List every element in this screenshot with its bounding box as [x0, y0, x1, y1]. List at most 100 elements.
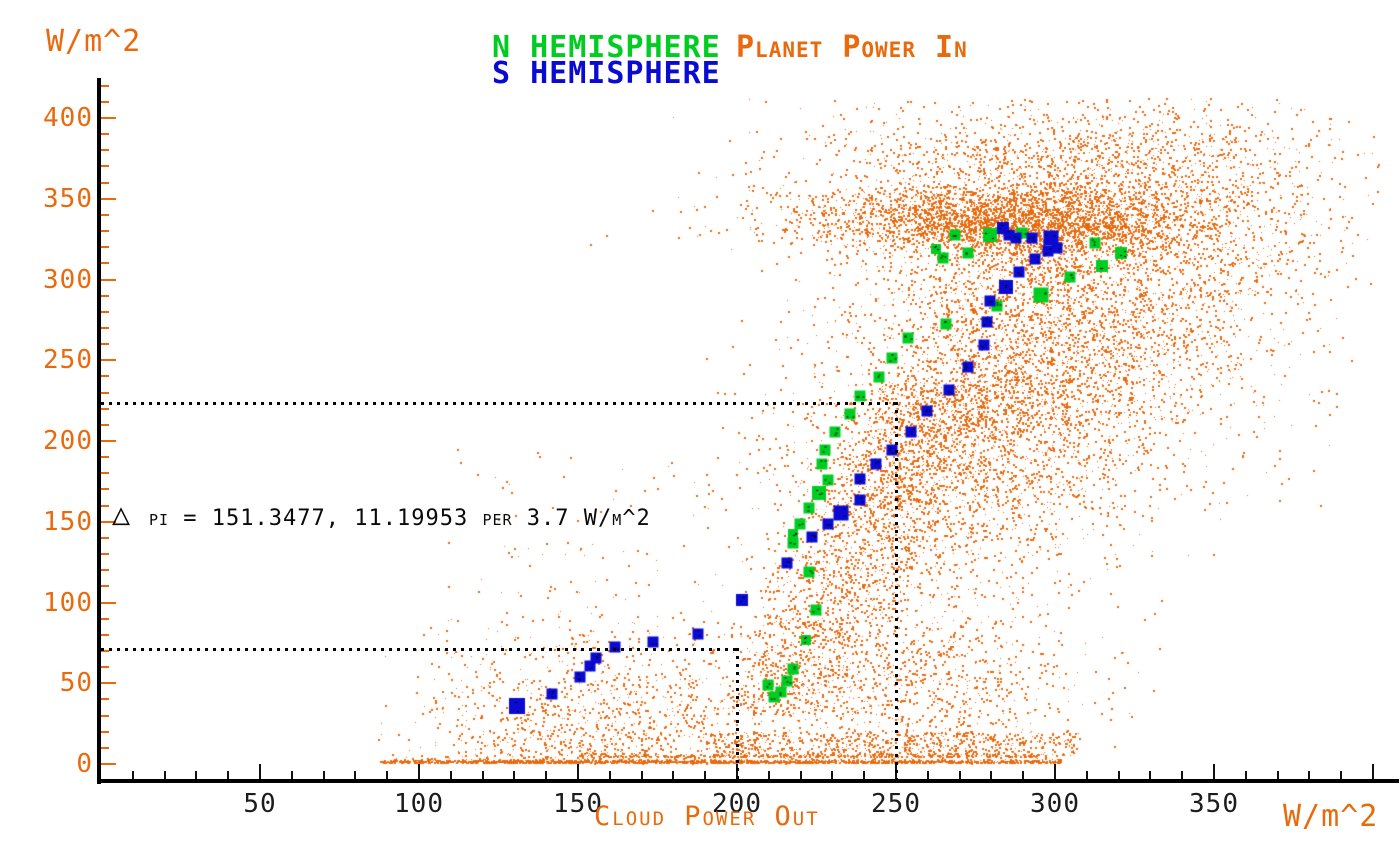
- y-tick-label: 50: [59, 668, 93, 698]
- slope-annotation: pi = 151.3477, 11.19953 per 3.7 W/m^2: [149, 506, 651, 531]
- y-tick: [101, 246, 109, 248]
- chart-title: Planet Power In: [736, 30, 968, 65]
- x-tick: [641, 771, 643, 779]
- y-tick: [101, 488, 109, 490]
- y-tick: [101, 440, 116, 442]
- y-tick: [101, 182, 109, 184]
- y-tick: [101, 279, 116, 281]
- x-tick: [863, 771, 865, 779]
- y-tick: [101, 149, 109, 151]
- y-tick: [101, 472, 109, 474]
- x-tick: [927, 771, 929, 779]
- y-tick: [101, 731, 109, 733]
- x-tick: [1340, 771, 1342, 779]
- x-tick: [1149, 771, 1151, 779]
- y-tick: [101, 715, 109, 717]
- x-tick: [577, 764, 579, 779]
- y-tick: [101, 214, 109, 216]
- y-tick: [101, 585, 109, 587]
- x-axis-title: Cloud Power Out: [594, 801, 820, 832]
- legend-south-hemisphere: S HEMISPHERE: [492, 56, 721, 91]
- y-tick-label: 300: [43, 265, 93, 295]
- x-tick-label: 300: [1030, 789, 1080, 819]
- x-tick: [1308, 771, 1310, 779]
- y-tick-label: 400: [43, 103, 93, 133]
- x-tick: [609, 771, 611, 779]
- y-tick: [101, 198, 116, 200]
- x-tick: [959, 771, 961, 779]
- x-tick: [259, 764, 261, 779]
- dotted-vline: [895, 402, 898, 779]
- y-tick: [101, 85, 109, 87]
- y-tick: [101, 747, 109, 749]
- x-tick: [545, 771, 547, 779]
- y-tick: [101, 424, 109, 426]
- y-axis-line: [97, 78, 101, 784]
- y-tick: [101, 375, 109, 377]
- x-tick: [1372, 764, 1374, 779]
- x-tick: [195, 771, 197, 779]
- y-tick: [101, 569, 109, 571]
- y-tick: [101, 392, 109, 394]
- x-tick: [132, 771, 134, 779]
- y-tick: [101, 230, 109, 232]
- y-tick-label: 0: [76, 749, 93, 779]
- y-tick: [101, 650, 109, 652]
- x-tick-label: 150: [553, 789, 603, 819]
- x-axis-unit-label: W/m^2: [1283, 799, 1379, 834]
- y-tick: [101, 618, 109, 620]
- x-tick: [227, 771, 229, 779]
- x-tick: [323, 771, 325, 779]
- x-tick-label: 100: [394, 789, 444, 819]
- x-tick-label: 350: [1189, 789, 1239, 819]
- x-tick-label: 250: [871, 789, 921, 819]
- y-tick: [101, 165, 109, 167]
- x-tick: [291, 771, 293, 779]
- x-tick: [386, 771, 388, 779]
- x-tick: [418, 764, 420, 779]
- y-tick: [101, 763, 116, 765]
- y-tick: [101, 521, 116, 523]
- dotted-hline: [101, 402, 895, 405]
- triangle-delta-icon: △: [112, 497, 131, 532]
- y-tick: [101, 602, 116, 604]
- x-axis-line: [97, 779, 1399, 783]
- y-tick-label: 250: [43, 345, 93, 375]
- y-tick-label: 100: [43, 588, 93, 618]
- x-tick: [1277, 771, 1279, 779]
- x-tick: [513, 771, 515, 779]
- y-tick: [101, 101, 109, 103]
- y-tick-label: 150: [43, 507, 93, 537]
- y-tick: [101, 634, 109, 636]
- x-tick: [1245, 771, 1247, 779]
- y-tick: [101, 408, 109, 410]
- y-tick: [101, 117, 116, 119]
- x-tick: [704, 771, 706, 779]
- y-tick: [101, 359, 116, 361]
- y-tick: [101, 456, 109, 458]
- y-tick-label: 200: [43, 426, 93, 456]
- x-tick: [1086, 771, 1088, 779]
- y-tick: [101, 682, 116, 684]
- dotted-hline: [101, 648, 736, 651]
- y-tick: [101, 327, 109, 329]
- y-tick: [101, 262, 109, 264]
- y-tick: [101, 133, 109, 135]
- x-tick: [482, 771, 484, 779]
- x-tick: [1022, 771, 1024, 779]
- y-tick: [101, 343, 109, 345]
- x-tick: [672, 771, 674, 779]
- x-tick: [831, 771, 833, 779]
- x-tick: [1118, 771, 1120, 779]
- y-axis-unit-label: W/m^2: [46, 24, 142, 59]
- y-tick: [101, 505, 109, 507]
- x-tick: [1213, 764, 1215, 779]
- y-tick: [101, 537, 109, 539]
- y-tick: [101, 311, 109, 313]
- x-tick-label: 50: [243, 789, 277, 819]
- x-tick: [768, 771, 770, 779]
- y-tick: [101, 666, 109, 668]
- y-tick: [101, 698, 109, 700]
- x-tick: [354, 771, 356, 779]
